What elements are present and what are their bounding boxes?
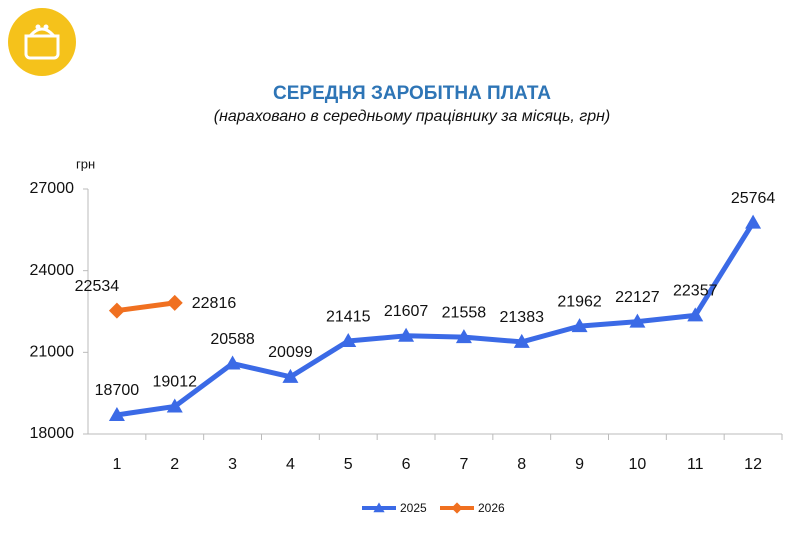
x-tick-label: 5 [344, 456, 353, 473]
data-label: 21383 [500, 309, 545, 326]
marker [451, 502, 463, 514]
wallet-icon [8, 8, 76, 76]
series-line [116, 300, 176, 314]
chart-subtitle: (нараховано в середньому працівнику за м… [214, 108, 611, 125]
marker [166, 398, 183, 413]
y-tick-label: 21000 [30, 344, 75, 361]
marker [745, 214, 762, 229]
marker [108, 406, 125, 421]
y-tick-label: 27000 [30, 180, 75, 197]
legend-label: 2025 [400, 501, 427, 515]
y-axis-label: грн [76, 156, 95, 171]
y-tick-label: 18000 [30, 425, 75, 442]
y-tick-label: 24000 [30, 262, 75, 279]
x-tick-label: 10 [629, 456, 647, 473]
x-tick-label: 6 [402, 456, 411, 473]
marker [571, 318, 588, 333]
x-tick-label: 1 [112, 456, 121, 473]
legend: 2025 2026 [362, 501, 505, 515]
x-tick-label: 9 [575, 456, 584, 473]
data-label: 22534 [75, 278, 120, 295]
data-label: 19012 [153, 374, 198, 391]
marker [373, 502, 385, 513]
data-label: 22816 [192, 295, 237, 312]
marker [108, 302, 125, 319]
data-label: 22357 [673, 283, 718, 300]
data-label: 25764 [731, 190, 776, 207]
marker [398, 327, 415, 342]
marker [687, 307, 704, 322]
data-label: 20099 [268, 344, 313, 361]
x-tick-label: 4 [286, 456, 295, 473]
data-label: 18700 [95, 382, 140, 399]
marker [629, 313, 646, 328]
x-tick-label: 7 [459, 456, 468, 473]
data-label: 21962 [557, 293, 602, 310]
marker [513, 333, 530, 348]
chart-title: СЕРЕДНЯ ЗАРОБІТНА ПЛАТА [273, 83, 551, 104]
marker [455, 329, 472, 344]
x-tick-label: 12 [744, 456, 762, 473]
x-tick-label: 11 [687, 456, 704, 473]
data-label: 20588 [210, 331, 255, 348]
data-label: 21558 [442, 304, 487, 321]
x-tick-label: 2 [170, 456, 179, 473]
marker [224, 355, 241, 370]
data-label: 21607 [384, 303, 429, 320]
series-line [116, 221, 756, 418]
marker [282, 368, 299, 383]
marker [340, 333, 357, 348]
legend-label: 2026 [478, 501, 505, 515]
data-label: 22127 [615, 289, 660, 306]
x-tick-label: 8 [517, 456, 526, 473]
x-tick-label: 3 [228, 456, 237, 473]
data-label: 21415 [326, 308, 371, 325]
marker [166, 294, 183, 311]
